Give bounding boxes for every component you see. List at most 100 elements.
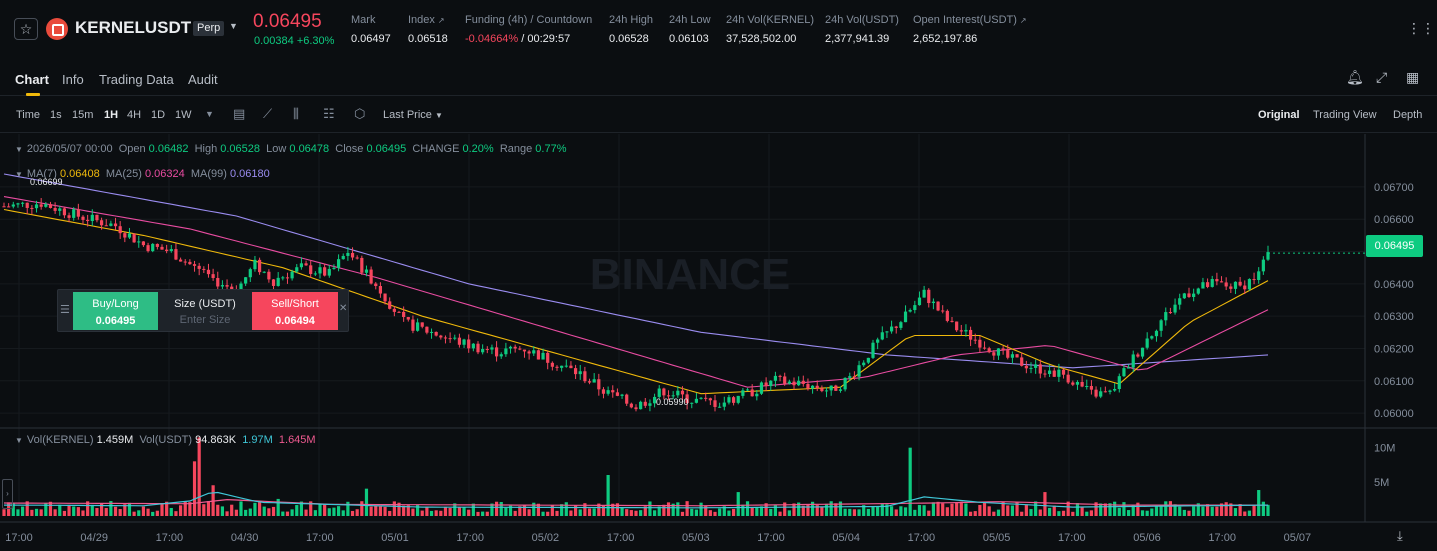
candle-body (1010, 354, 1015, 358)
scroll-to-latest-icon[interactable]: ⤓ (1397, 528, 1403, 543)
volume-bar (927, 510, 931, 516)
chart-type-candles-icon[interactable]: ⫼ (293, 106, 299, 121)
volume-bar (680, 511, 685, 516)
volume-bar (95, 507, 99, 516)
more-menu-icon[interactable]: ⋮⋮ (1407, 20, 1435, 36)
candle-body (987, 348, 991, 353)
candle-body (346, 252, 350, 256)
candle-body (11, 204, 15, 207)
drag-handle-icon[interactable]: ☰ (60, 304, 70, 316)
candle-body (518, 348, 522, 350)
symbol-dropdown-chevron-icon[interactable]: ▼ (229, 21, 238, 31)
price-alert-bell-icon[interactable]: 🔔︎ (1346, 69, 1364, 85)
volume-bar (889, 506, 894, 516)
candle-body (1034, 364, 1038, 368)
legend-collapse-chevron-icon[interactable]: ▼ (15, 145, 23, 154)
candle-body (1085, 385, 1089, 387)
last-price: 0.06495 (253, 11, 322, 32)
chart-settings-icon[interactable]: ☷ (323, 106, 335, 121)
candle-body (727, 397, 731, 403)
stat-open-interest[interactable]: Open Interest(USDT) ↗ 2,652,197.86 (913, 14, 1027, 45)
interval-dropdown-chevron-icon[interactable]: ▼ (205, 109, 214, 119)
volume-bar (866, 508, 870, 516)
volume-bar (271, 506, 276, 516)
price-type-select[interactable]: Last Price ▼ (383, 109, 443, 121)
calendar-icon[interactable]: ▤ (233, 106, 246, 121)
price-chart[interactable]: BINANCE 0.067000.066000.065000.064000.06… (0, 134, 1437, 551)
candle-body (936, 301, 940, 311)
volume-bar (127, 502, 132, 516)
view-depth[interactable]: Depth (1393, 109, 1423, 121)
tab-info[interactable]: Info (62, 72, 84, 87)
active-tab-indicator (26, 93, 40, 96)
volume-bar (676, 502, 680, 516)
candle-body (443, 337, 448, 339)
volume-bar (513, 510, 517, 516)
interval-4h[interactable]: 4H (127, 109, 142, 121)
candle-body (1089, 385, 1094, 390)
candle-body (555, 366, 559, 368)
stat-24h-vol-kernel: 24h Vol(KERNEL) 37,528,502.00 (726, 14, 815, 45)
buy-long-button[interactable]: Buy/Long 0.06495 (73, 292, 158, 330)
volume-bar (402, 505, 406, 516)
ma-legend-chevron-icon[interactable]: ▼ (15, 170, 23, 179)
layout-grid-icon[interactable]: ▦ (1406, 69, 1420, 85)
volume-bar (1080, 506, 1084, 516)
candle-body (1140, 347, 1145, 357)
candle-body (620, 394, 624, 396)
volume-legend-chevron-icon[interactable]: ▼ (15, 436, 23, 445)
time-axis[interactable]: 17:00 04/29 17:00 04/30 17:00 05/01 17:00 05/02… (5, 532, 1311, 544)
time-tick-label: 05/07 (1284, 532, 1312, 544)
view-original[interactable]: Original (1258, 109, 1300, 121)
volume-bar (1168, 501, 1173, 516)
volume-bar (415, 504, 420, 516)
volume-bar (285, 511, 290, 516)
interval-1d[interactable]: 1D (151, 109, 166, 121)
volume-bar (1034, 501, 1038, 516)
volume-bar (178, 505, 183, 516)
indicators-icon[interactable]: ⟋ (263, 106, 273, 121)
volume-bar (165, 501, 169, 516)
volume-bar (490, 503, 494, 516)
symbol-name[interactable]: KERNELUSDT (75, 18, 192, 37)
interval-1h[interactable]: 1H (104, 109, 119, 121)
close-icon[interactable]: ✕ (339, 303, 348, 314)
candle-body (457, 337, 462, 345)
candle-body (1257, 271, 1261, 280)
tab-audit[interactable]: Audit (188, 72, 218, 87)
sell-short-button[interactable]: Sell/Short 0.06494 (252, 292, 338, 330)
price-axis[interactable]: 0.067000.066000.065000.064000.063000.062… (1268, 182, 1414, 420)
candle-body (397, 311, 401, 313)
order-size-input[interactable] (160, 314, 250, 326)
candle-body (239, 283, 243, 295)
volume-bar (295, 505, 299, 516)
volume-bar (1247, 510, 1252, 516)
candle-body (862, 362, 866, 366)
expand-panel-chevron-icon[interactable]: › (2, 479, 13, 509)
drawing-tools-icon[interactable]: ⬡ (354, 106, 366, 121)
volume-bar (388, 510, 392, 516)
tab-trading-data[interactable]: Trading Data (99, 72, 174, 87)
volume-bar (913, 509, 917, 516)
interval-1s[interactable]: 1s (50, 109, 62, 121)
candle-body (1131, 354, 1135, 368)
volume-bar (48, 501, 53, 516)
volume-bar (350, 510, 355, 516)
volume-bar (1196, 503, 1200, 516)
stat-index[interactable]: Index ↗ 0.06518 (408, 14, 448, 45)
favorite-star-icon[interactable]: ☆ (14, 18, 38, 40)
view-trading-view[interactable]: Trading View (1313, 109, 1377, 121)
time-tick-label: 05/03 (682, 532, 710, 544)
candle-body (1047, 370, 1052, 374)
volume-bar (99, 503, 104, 516)
volume-bar (820, 506, 824, 516)
candle-body (955, 321, 959, 331)
candle-body (615, 392, 620, 396)
volume-bar (1043, 492, 1047, 516)
interval-1w[interactable]: 1W (175, 109, 192, 121)
fullscreen-expand-icon[interactable]: ⤢ (1376, 69, 1388, 85)
candle-body (731, 397, 736, 403)
volume-bar (323, 504, 327, 516)
tab-chart[interactable]: Chart (15, 72, 49, 87)
interval-15m[interactable]: 15m (72, 109, 94, 121)
